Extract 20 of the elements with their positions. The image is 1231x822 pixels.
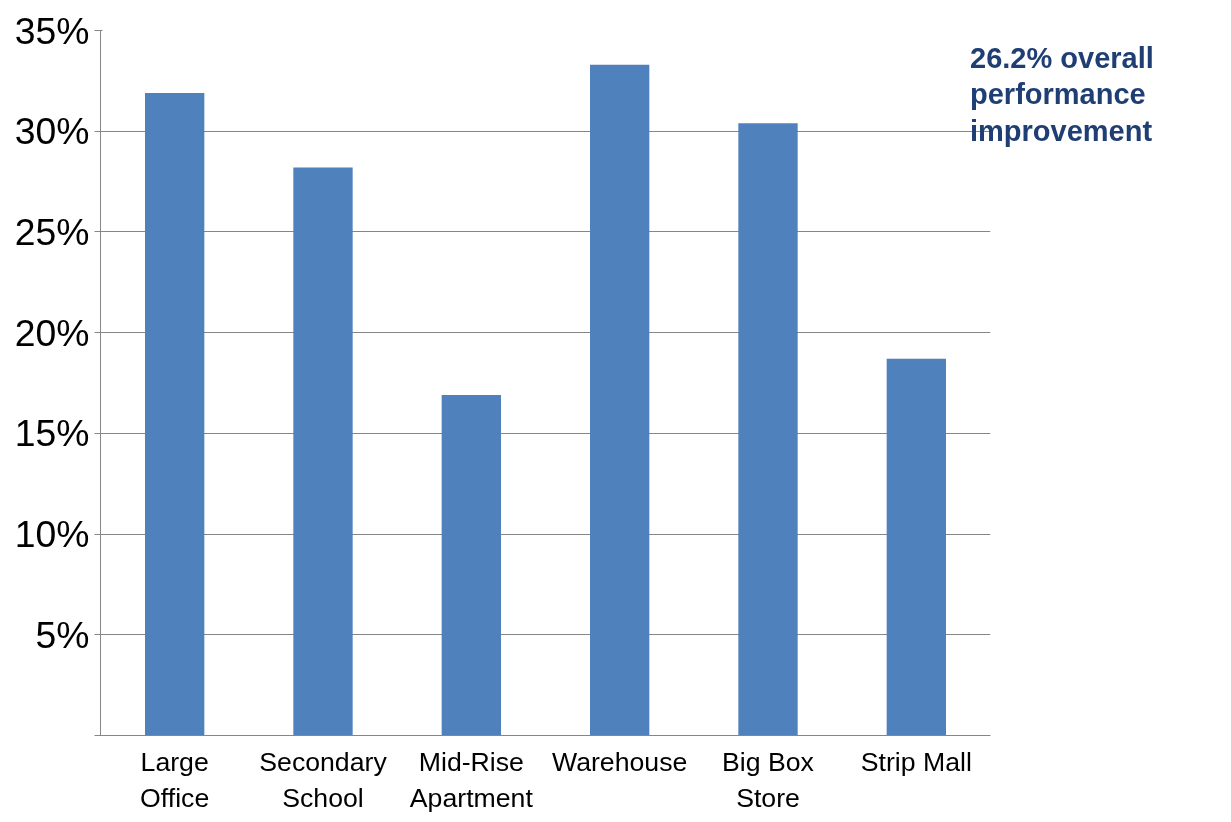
x-tick-label: Secondary School bbox=[259, 746, 388, 813]
x-tick-label: Big Box Store bbox=[722, 746, 815, 813]
y-tick-label: 5% bbox=[35, 613, 90, 656]
bar bbox=[886, 358, 946, 736]
y-tick-label: 25% bbox=[14, 210, 90, 253]
y-tick-label: 30% bbox=[14, 110, 90, 153]
y-tick-label: 10% bbox=[14, 513, 90, 556]
bar bbox=[145, 92, 205, 736]
bar bbox=[738, 123, 798, 736]
annotation: 26.2% overall performance improvement bbox=[970, 41, 1154, 149]
bar bbox=[590, 64, 650, 736]
x-tick-label: Strip Mall bbox=[860, 746, 972, 777]
y-tick-label: 20% bbox=[14, 311, 90, 354]
bar bbox=[293, 167, 353, 736]
y-tick-label: 35% bbox=[14, 9, 90, 52]
x-tick-label: Mid-Rise Apartment bbox=[409, 746, 534, 813]
y-tick-label: 15% bbox=[14, 412, 90, 455]
x-tick-label: Large Office bbox=[140, 746, 210, 813]
bar bbox=[441, 395, 501, 736]
x-tick-label: Warehouse bbox=[552, 746, 688, 777]
